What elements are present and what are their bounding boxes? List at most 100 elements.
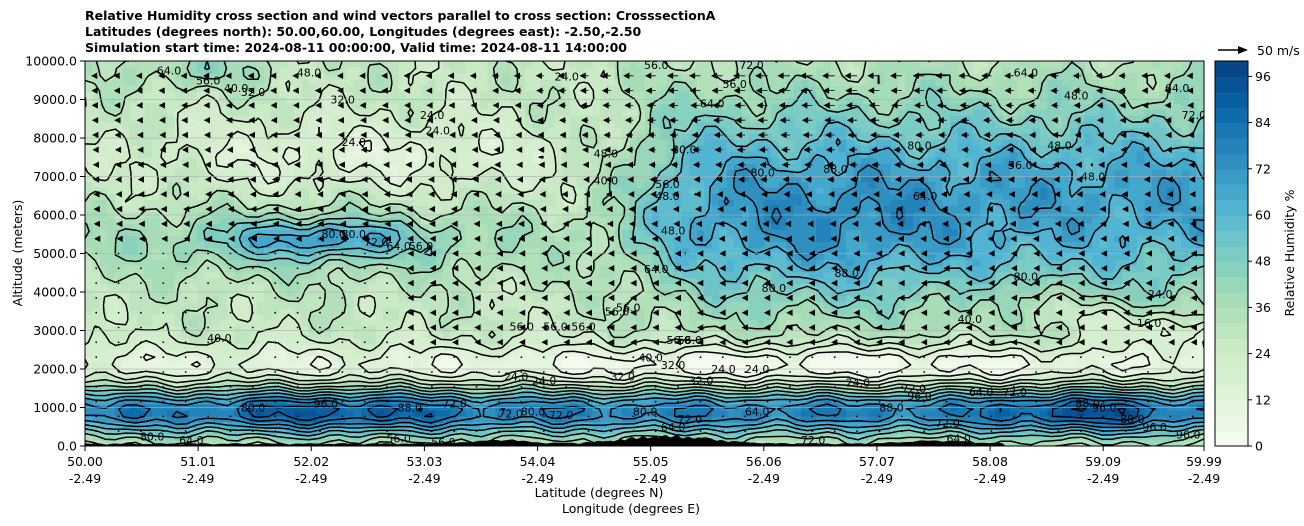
humidity-cell [129, 361, 138, 369]
humidity-cell [584, 259, 593, 267]
humidity-cell [308, 265, 317, 273]
humidity-cell [219, 253, 228, 261]
humidity-cell [465, 319, 474, 327]
humidity-cell [167, 217, 176, 225]
humidity-cell [346, 421, 355, 429]
humidity-cell [152, 199, 161, 206]
humidity-cell [152, 277, 161, 285]
humidity-cell [480, 313, 489, 321]
humidity-cell [502, 157, 511, 164]
humidity-cell [532, 109, 541, 116]
humidity-cell [331, 409, 340, 417]
humidity-cell [226, 91, 235, 98]
humidity-cell [293, 379, 302, 387]
humidity-cell [525, 61, 534, 68]
humidity-cell [234, 181, 243, 188]
humidity-cell [338, 319, 347, 327]
humidity-cell [480, 319, 489, 327]
humidity-cell [577, 301, 586, 309]
humidity-cell [159, 223, 168, 231]
humidity-cell [241, 331, 250, 339]
humidity-cell [375, 361, 384, 369]
humidity-cell [286, 151, 295, 158]
humidity-cell [293, 67, 302, 74]
humidity-cell [375, 229, 384, 237]
humidity-cell [554, 151, 564, 158]
humidity-cell [353, 361, 362, 369]
humidity-cell [413, 121, 422, 128]
humidity-cell [211, 91, 220, 98]
humidity-cell [256, 319, 265, 327]
humidity-cell [234, 193, 243, 200]
humidity-cell [196, 391, 205, 399]
humidity-cell [338, 295, 347, 303]
humidity-cell [308, 319, 317, 327]
humidity-cell [144, 439, 153, 446]
humidity-cell [211, 199, 220, 206]
humidity-cell [577, 199, 586, 206]
humidity-cell [144, 91, 153, 98]
humidity-cell [181, 121, 191, 128]
humidity-cell [107, 259, 116, 267]
humidity-cell [338, 283, 347, 291]
humidity-cell [547, 205, 556, 212]
humidity-cell [338, 169, 347, 176]
humidity-cell [562, 271, 571, 279]
humidity-cell [554, 235, 564, 243]
humidity-cell [99, 361, 108, 369]
humidity-cell [659, 205, 668, 212]
humidity-cell [264, 79, 273, 86]
humidity-cell [144, 109, 153, 116]
humidity-cell [346, 217, 355, 225]
humidity-cell [525, 97, 534, 104]
humidity-cell [346, 175, 355, 182]
humidity-cell [241, 433, 250, 441]
humidity-cell [129, 145, 138, 152]
humidity-cell [308, 61, 317, 68]
humidity-cell [99, 271, 108, 279]
humidity-cell [569, 109, 578, 116]
humidity-cell [308, 187, 317, 194]
humidity-cell [174, 259, 183, 267]
humidity-cell [234, 169, 243, 176]
humidity-cell [510, 307, 519, 315]
humidity-cell [114, 199, 123, 206]
humidity-cell [99, 121, 108, 128]
humidity-cell [308, 199, 317, 206]
humidity-cell [502, 67, 511, 74]
humidity-cell [301, 349, 310, 357]
humidity-cell [122, 145, 131, 152]
humidity-cell [129, 91, 138, 98]
humidity-cell [614, 139, 623, 146]
humidity-cell [390, 325, 399, 333]
humidity-cell [346, 391, 355, 399]
humidity-cell [152, 427, 161, 435]
humidity-cell [458, 289, 467, 297]
humidity-cell [234, 67, 243, 74]
humidity-cell [264, 295, 273, 303]
humidity-cell [129, 109, 138, 116]
humidity-cell [316, 355, 325, 363]
humidity-cell [428, 301, 437, 309]
humidity-cell [219, 349, 228, 357]
humidity-cell [196, 421, 205, 429]
humidity-cell [502, 343, 511, 351]
humidity-cell [256, 79, 265, 86]
humidity-cell [159, 283, 168, 291]
humidity-cell [159, 277, 168, 285]
humidity-cell [114, 259, 123, 267]
humidity-cell [375, 73, 384, 80]
humidity-cell [607, 109, 616, 116]
humidity-cell [346, 157, 355, 164]
humidity-cell [383, 223, 392, 231]
humidity-cell [152, 235, 161, 243]
humidity-cell [99, 343, 108, 351]
humidity-cell [137, 379, 146, 387]
humidity-cell [644, 295, 653, 303]
humidity-cell [480, 73, 489, 80]
humidity-cell [226, 193, 235, 200]
humidity-cell [92, 367, 101, 375]
humidity-cell [644, 283, 653, 291]
humidity-cell [152, 319, 161, 327]
humidity-cell [361, 61, 370, 68]
